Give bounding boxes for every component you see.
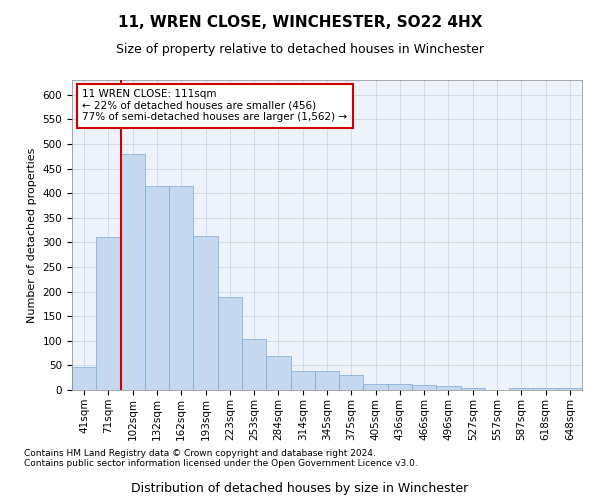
- Bar: [266, 356, 290, 390]
- Bar: [412, 385, 436, 390]
- Text: 11 WREN CLOSE: 111sqm
← 22% of detached houses are smaller (456)
77% of semi-det: 11 WREN CLOSE: 111sqm ← 22% of detached …: [82, 90, 347, 122]
- Bar: [290, 372, 315, 390]
- Bar: [509, 388, 533, 390]
- Bar: [242, 340, 266, 390]
- Text: Contains public sector information licensed under the Open Government Licence v3: Contains public sector information licen…: [24, 458, 418, 468]
- Bar: [315, 372, 339, 390]
- Bar: [193, 236, 218, 390]
- Bar: [72, 368, 96, 390]
- Bar: [121, 154, 145, 390]
- Bar: [388, 384, 412, 390]
- Bar: [96, 237, 121, 390]
- Y-axis label: Number of detached properties: Number of detached properties: [27, 148, 37, 322]
- Bar: [558, 388, 582, 390]
- Bar: [461, 388, 485, 390]
- Bar: [533, 388, 558, 390]
- Text: Contains HM Land Registry data © Crown copyright and database right 2024.: Contains HM Land Registry data © Crown c…: [24, 448, 376, 458]
- Text: Distribution of detached houses by size in Winchester: Distribution of detached houses by size …: [131, 482, 469, 495]
- Text: Size of property relative to detached houses in Winchester: Size of property relative to detached ho…: [116, 42, 484, 56]
- Bar: [169, 186, 193, 390]
- Bar: [339, 375, 364, 390]
- Bar: [145, 186, 169, 390]
- Bar: [218, 296, 242, 390]
- Bar: [436, 386, 461, 390]
- Bar: [364, 384, 388, 390]
- Text: 11, WREN CLOSE, WINCHESTER, SO22 4HX: 11, WREN CLOSE, WINCHESTER, SO22 4HX: [118, 15, 482, 30]
